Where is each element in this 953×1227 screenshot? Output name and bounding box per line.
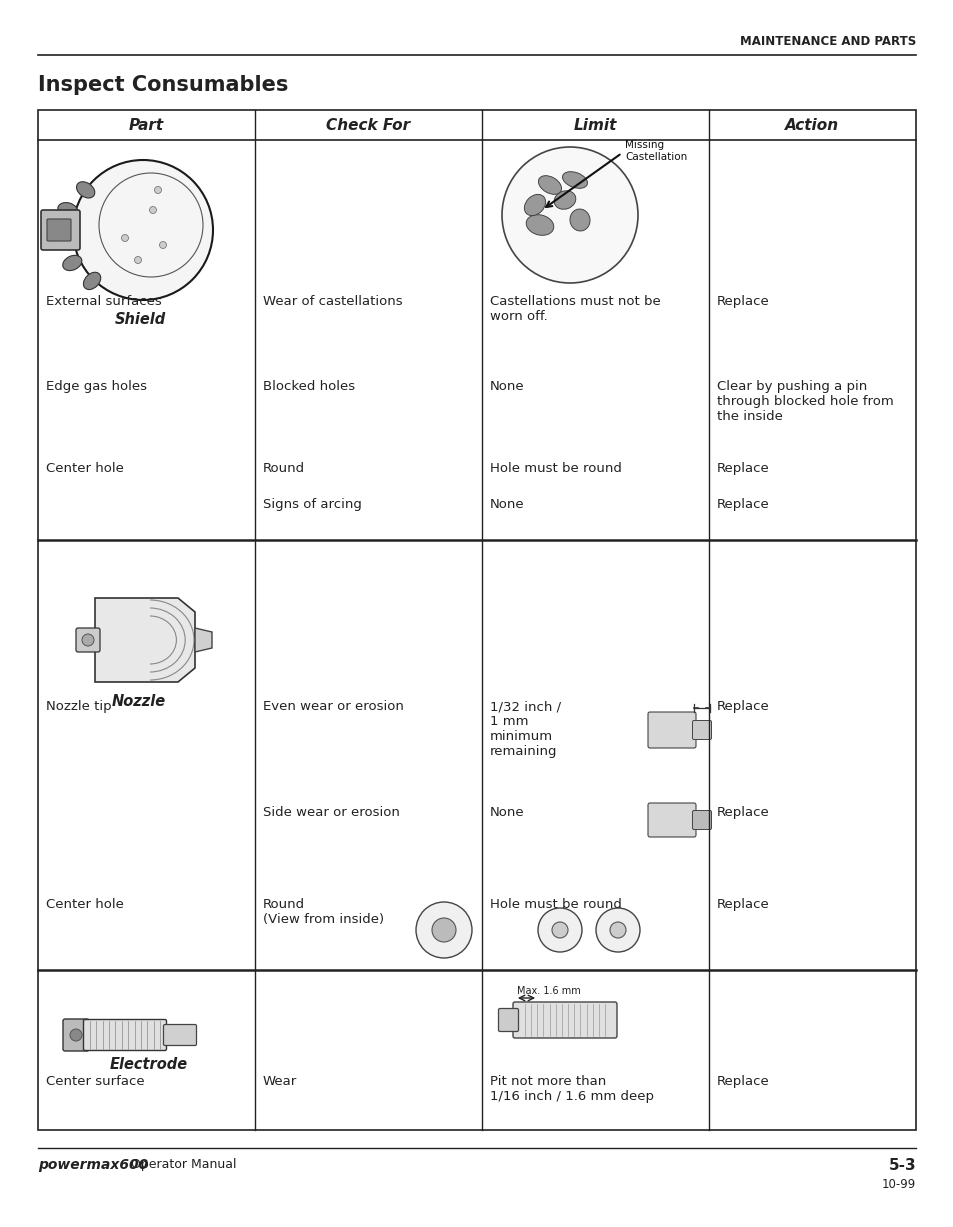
Ellipse shape bbox=[554, 190, 576, 210]
Text: Hole must be round: Hole must be round bbox=[490, 463, 621, 475]
Text: Side wear or erosion: Side wear or erosion bbox=[263, 806, 399, 818]
Text: Castellations must not be
worn off.: Castellations must not be worn off. bbox=[490, 294, 660, 323]
Text: Action: Action bbox=[784, 118, 839, 133]
Text: Replace: Replace bbox=[717, 806, 769, 818]
Text: Check For: Check For bbox=[326, 118, 410, 133]
Ellipse shape bbox=[58, 202, 77, 217]
Text: MAINTENANCE AND PARTS: MAINTENANCE AND PARTS bbox=[739, 36, 915, 48]
Text: Signs of arcing: Signs of arcing bbox=[263, 498, 361, 510]
Ellipse shape bbox=[51, 231, 71, 244]
Text: Inspect Consumables: Inspect Consumables bbox=[38, 75, 288, 94]
Text: Replace: Replace bbox=[717, 1075, 769, 1088]
FancyBboxPatch shape bbox=[63, 1018, 89, 1052]
Ellipse shape bbox=[83, 272, 101, 290]
Ellipse shape bbox=[537, 175, 561, 194]
Text: Wear: Wear bbox=[263, 1075, 297, 1088]
Text: Replace: Replace bbox=[717, 498, 769, 510]
Circle shape bbox=[134, 256, 141, 264]
Text: Replace: Replace bbox=[717, 463, 769, 475]
Text: Nozzle: Nozzle bbox=[112, 694, 166, 709]
Bar bbox=[38, 110, 915, 1130]
FancyBboxPatch shape bbox=[163, 1025, 196, 1045]
Circle shape bbox=[159, 242, 167, 249]
Circle shape bbox=[501, 147, 638, 283]
Text: Pit not more than
1/16 inch / 1.6 mm deep: Pit not more than 1/16 inch / 1.6 mm dee… bbox=[490, 1075, 654, 1103]
Text: Round: Round bbox=[263, 463, 305, 475]
Text: Round
(View from inside): Round (View from inside) bbox=[263, 898, 384, 926]
Ellipse shape bbox=[76, 182, 94, 198]
Text: External surfaces: External surfaces bbox=[46, 294, 162, 308]
Text: Blocked holes: Blocked holes bbox=[263, 380, 355, 393]
Circle shape bbox=[121, 234, 129, 242]
Text: Nozzle tip: Nozzle tip bbox=[46, 699, 112, 713]
Circle shape bbox=[609, 921, 625, 937]
Text: 5-3: 5-3 bbox=[887, 1158, 915, 1173]
Circle shape bbox=[596, 908, 639, 952]
Circle shape bbox=[73, 160, 213, 299]
Text: Center hole: Center hole bbox=[46, 898, 124, 910]
Ellipse shape bbox=[524, 194, 545, 216]
FancyBboxPatch shape bbox=[692, 811, 711, 829]
FancyBboxPatch shape bbox=[84, 1020, 167, 1050]
Ellipse shape bbox=[526, 215, 553, 236]
Text: 10-99: 10-99 bbox=[881, 1178, 915, 1191]
Ellipse shape bbox=[63, 255, 82, 271]
Text: Max. 1.6 mm: Max. 1.6 mm bbox=[517, 987, 580, 996]
Circle shape bbox=[537, 908, 581, 952]
Text: Edge gas holes: Edge gas holes bbox=[46, 380, 147, 393]
Text: Part: Part bbox=[129, 118, 163, 133]
Text: Hole must be round: Hole must be round bbox=[490, 898, 621, 910]
FancyBboxPatch shape bbox=[692, 720, 711, 740]
Text: Operator Manual: Operator Manual bbox=[123, 1158, 236, 1171]
Polygon shape bbox=[95, 598, 194, 682]
Ellipse shape bbox=[569, 209, 589, 231]
Text: Replace: Replace bbox=[717, 294, 769, 308]
Text: Shield: Shield bbox=[115, 312, 166, 328]
Text: Center surface: Center surface bbox=[46, 1075, 145, 1088]
Text: Replace: Replace bbox=[717, 898, 769, 910]
Circle shape bbox=[416, 902, 472, 958]
Text: None: None bbox=[490, 498, 524, 510]
Text: Replace: Replace bbox=[717, 699, 769, 713]
Circle shape bbox=[82, 634, 94, 645]
FancyBboxPatch shape bbox=[647, 712, 696, 748]
Circle shape bbox=[150, 206, 156, 213]
FancyBboxPatch shape bbox=[647, 802, 696, 837]
Text: 1/32 inch /
1 mm
minimum
remaining: 1/32 inch / 1 mm minimum remaining bbox=[490, 699, 560, 758]
Text: Center hole: Center hole bbox=[46, 463, 124, 475]
Circle shape bbox=[154, 187, 161, 194]
Text: Limit: Limit bbox=[573, 118, 616, 133]
Text: Electrode: Electrode bbox=[110, 1056, 188, 1072]
FancyBboxPatch shape bbox=[498, 1009, 518, 1032]
Text: Clear by pushing a pin
through blocked hole from
the inside: Clear by pushing a pin through blocked h… bbox=[717, 380, 893, 423]
Circle shape bbox=[552, 921, 567, 937]
Text: None: None bbox=[490, 806, 524, 818]
Polygon shape bbox=[194, 628, 212, 652]
Ellipse shape bbox=[562, 172, 587, 188]
FancyBboxPatch shape bbox=[76, 628, 100, 652]
Text: Missing
Castellation: Missing Castellation bbox=[624, 140, 686, 162]
Text: None: None bbox=[490, 380, 524, 393]
FancyBboxPatch shape bbox=[513, 1002, 617, 1038]
Text: Even wear or erosion: Even wear or erosion bbox=[263, 699, 403, 713]
Text: Wear of castellations: Wear of castellations bbox=[263, 294, 402, 308]
Circle shape bbox=[70, 1029, 82, 1040]
FancyBboxPatch shape bbox=[47, 218, 71, 240]
Text: powermax600: powermax600 bbox=[38, 1158, 148, 1172]
Circle shape bbox=[432, 918, 456, 942]
FancyBboxPatch shape bbox=[41, 210, 80, 250]
